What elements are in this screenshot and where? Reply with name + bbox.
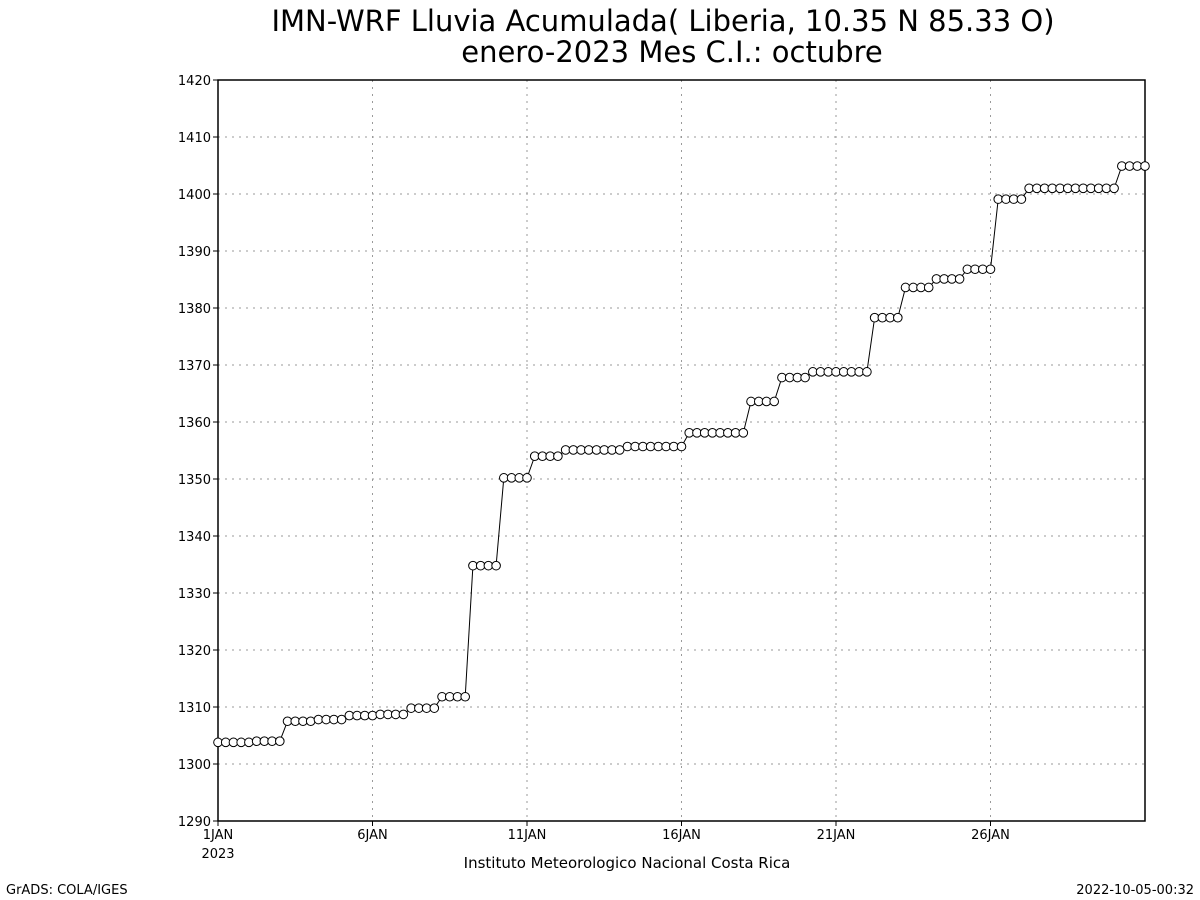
- data-point: [676, 441, 687, 452]
- data-point: [614, 445, 625, 455]
- grid: [218, 80, 1145, 821]
- y-tick-label: 1340: [178, 530, 211, 545]
- series: [213, 161, 1150, 748]
- x-tick-label: 16JAN: [662, 828, 701, 843]
- chart-title: IMN-WRF Lluvia Acumulada( Liberia, 10.35…: [271, 4, 1054, 38]
- y-tick-label: 1420: [178, 74, 211, 89]
- data-point: [954, 274, 965, 284]
- y-tick-label: 1410: [178, 131, 211, 146]
- y-tick-label: 1320: [178, 644, 211, 659]
- y-axis: 1290 1300 1310 1320 1330 1340 1350 1360 1370 1380…: [178, 74, 218, 830]
- y-tick-label: 1310: [178, 701, 211, 716]
- x-tick-label: 21JAN: [817, 828, 856, 843]
- data-point: [738, 428, 749, 438]
- timestamp: 2022-10-05-00:32: [1076, 883, 1194, 898]
- institution-label: Instituto Meteorologico Nacional Costa R…: [464, 854, 791, 872]
- chart-subtitle: enero-2023 Mes C.I.: octubre: [461, 35, 883, 69]
- y-tick-label: 1330: [178, 587, 211, 602]
- y-tick-label: 1300: [178, 758, 211, 773]
- data-point: [893, 312, 903, 323]
- data-point: [460, 691, 471, 702]
- data-point: [923, 282, 934, 293]
- y-tick-label: 1390: [178, 245, 211, 260]
- y-tick-label: 1380: [178, 302, 211, 317]
- x-tick-label: 11JAN: [508, 828, 547, 843]
- software-credit: GrADS: COLA/IGES: [6, 883, 128, 898]
- y-tick-label: 1350: [178, 473, 211, 488]
- data-point: [275, 736, 285, 747]
- data-point: [553, 451, 563, 462]
- x-tick-label: 26JAN: [971, 828, 1010, 843]
- x-axis: 1JAN 6JAN 11JAN 16JAN 21JAN 26JAN: [203, 821, 1010, 843]
- data-point: [429, 703, 440, 713]
- data-point: [367, 710, 378, 721]
- y-tick-label: 1290: [178, 815, 211, 830]
- y-tick-label: 1360: [178, 416, 211, 431]
- y-tick-label: 1400: [178, 188, 211, 203]
- x-tick-label: 1JAN: [203, 828, 234, 843]
- data-point: [1109, 183, 1119, 194]
- data-point: [1140, 161, 1150, 171]
- data-point: [305, 716, 316, 727]
- data-point: [769, 396, 780, 407]
- data-point: [244, 737, 254, 748]
- y-tick-label: 1370: [178, 359, 211, 374]
- data-point: [862, 367, 872, 377]
- data-point: [800, 372, 810, 383]
- data-point: [398, 709, 409, 720]
- plot-frame: [217, 79, 1146, 822]
- x-tick-label: 6JAN: [357, 828, 388, 843]
- data-point: [336, 714, 347, 725]
- x-year-label: 2023: [201, 847, 234, 862]
- data-point: [491, 560, 501, 571]
- data-point: [1016, 194, 1027, 204]
- data-point: [985, 264, 996, 275]
- data-point: [522, 473, 532, 483]
